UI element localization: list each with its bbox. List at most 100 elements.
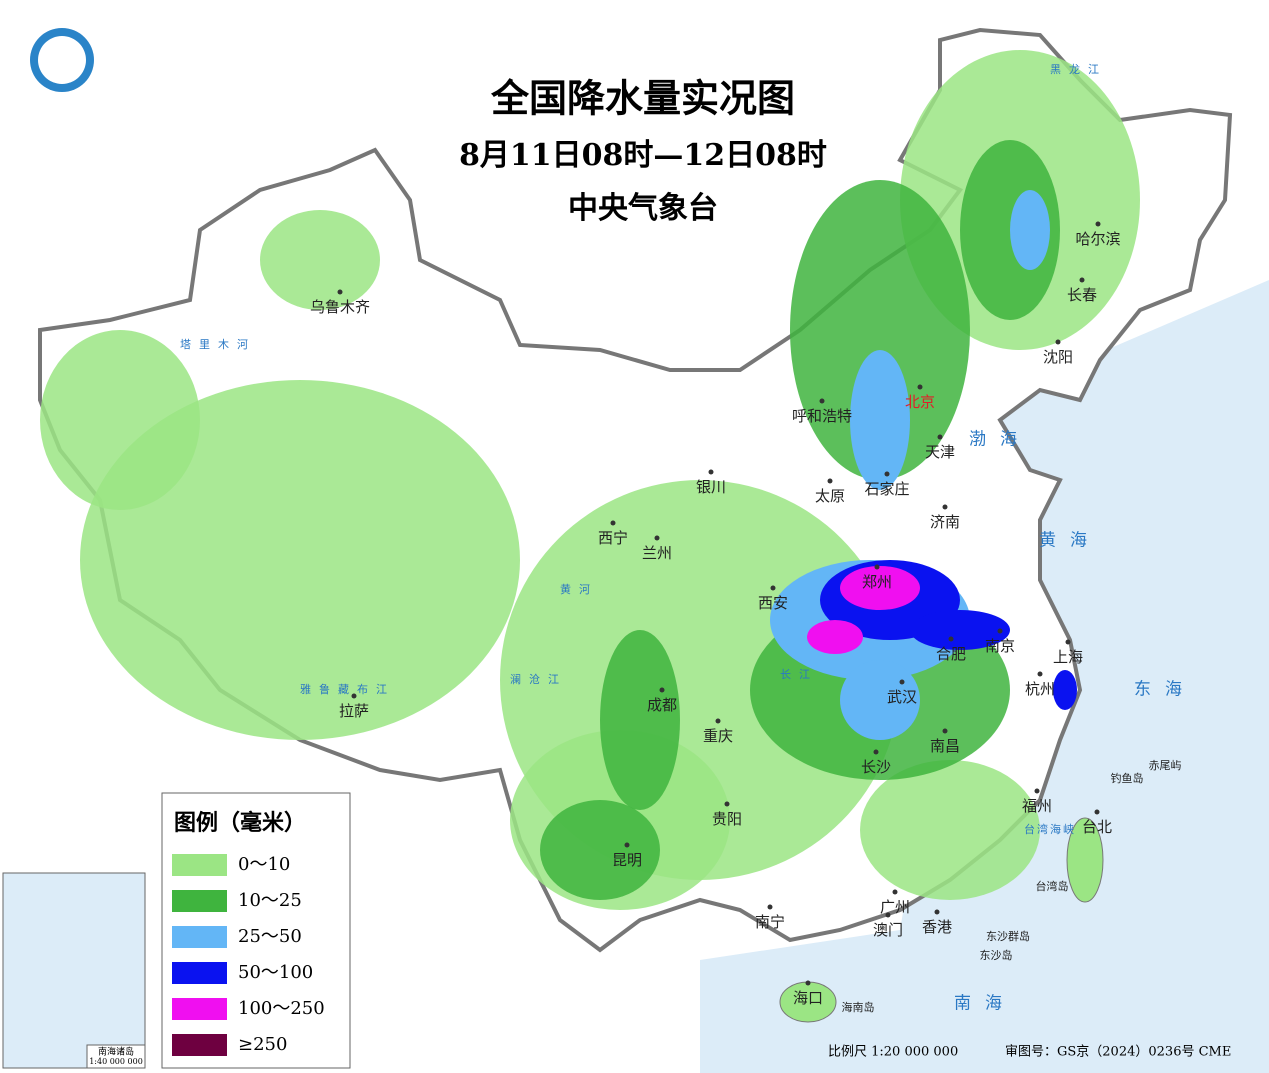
sea-label: 台湾海峡 — [1024, 822, 1076, 836]
river-label: 澜沧江 — [510, 672, 567, 686]
city-marker — [715, 718, 721, 724]
city-label: 济南 — [930, 513, 960, 531]
issuer: 中央气象台 — [568, 191, 718, 226]
legend-label: 10～25 — [238, 890, 302, 911]
city-marker — [997, 628, 1003, 634]
rain-area — [910, 610, 1010, 650]
city-label: 广州 — [880, 898, 910, 916]
city-marker — [805, 980, 811, 986]
legend-label: 50～100 — [238, 962, 313, 983]
island-label: 东沙群岛 — [986, 929, 1030, 943]
city-marker — [917, 384, 923, 390]
city-marker — [624, 842, 630, 848]
city-marker — [1034, 788, 1040, 794]
legend-label: 25～50 — [238, 926, 302, 947]
legend-label: 100～250 — [238, 998, 325, 1019]
city-marker — [874, 564, 880, 570]
city-label: 上海 — [1053, 648, 1083, 666]
island-label: 台湾岛 — [1036, 879, 1069, 893]
legend-label: ≥250 — [238, 1034, 287, 1055]
city-marker — [1065, 639, 1071, 645]
rain-area — [850, 350, 910, 490]
city-marker — [827, 478, 833, 484]
island-label: 海南岛 — [842, 1000, 875, 1014]
city-marker — [937, 434, 943, 440]
city-label: 沈阳 — [1043, 348, 1073, 366]
island-label: 钓鱼岛 — [1111, 771, 1144, 785]
river-label: 黄河 — [560, 582, 598, 596]
city-marker — [892, 889, 898, 895]
city-label: 西安 — [758, 594, 788, 612]
city-marker — [884, 471, 890, 477]
city-label: 兰州 — [642, 544, 672, 562]
city-label: 长沙 — [861, 758, 891, 776]
city-marker — [885, 912, 891, 918]
city-label: 南昌 — [930, 737, 960, 755]
legend-swatch — [172, 926, 227, 948]
sea-label: 渤海 — [969, 430, 1031, 450]
city-marker — [1055, 339, 1061, 345]
rain-area — [540, 800, 660, 900]
inset-box — [2, 872, 146, 1069]
legend-swatch — [172, 962, 227, 984]
rain-area — [840, 566, 920, 610]
city-label: 石家庄 — [864, 480, 909, 498]
city-marker — [1094, 809, 1100, 815]
legend-swatch — [172, 998, 227, 1020]
city-label: 北京 — [905, 393, 935, 411]
rain-area — [600, 630, 680, 810]
rain-area — [840, 660, 920, 740]
city-label: 西宁 — [598, 529, 628, 547]
city-marker — [1037, 671, 1043, 677]
sea-label: 南海 — [954, 994, 1016, 1014]
inset-caption-box — [86, 1044, 146, 1069]
city-label: 台北 — [1082, 818, 1112, 836]
city-marker — [942, 504, 948, 510]
city-label: 重庆 — [703, 727, 733, 745]
city-label: 福州 — [1022, 797, 1052, 815]
island-label: 东沙岛 — [980, 948, 1013, 962]
rain-area — [80, 380, 520, 740]
rain-area — [1010, 190, 1050, 270]
legend-swatch — [172, 1034, 227, 1056]
legend-swatch — [172, 854, 227, 876]
city-marker — [724, 801, 730, 807]
city-label: 太原 — [815, 487, 845, 505]
city-marker — [948, 636, 954, 642]
rain-area — [860, 760, 1040, 900]
city-marker — [873, 749, 879, 755]
taiwan — [1066, 817, 1104, 903]
city-label: 南京 — [985, 637, 1015, 655]
city-marker — [337, 289, 343, 295]
city-label: 乌鲁木齐 — [310, 298, 370, 316]
title: 全国降水量实况图 — [490, 76, 795, 121]
city-label: 香港 — [922, 918, 952, 936]
legend-title: 图例（毫米） — [174, 810, 306, 836]
inset-title: 南海诸岛 — [98, 1046, 134, 1058]
city-marker — [767, 904, 773, 910]
sea-label: 东海 — [1134, 680, 1196, 700]
river-label: 长江 — [780, 668, 818, 681]
city-marker — [708, 469, 714, 475]
footer-scale: 比例尺 1:20 000 000 — [828, 1045, 958, 1060]
city-marker — [1095, 221, 1101, 227]
river-label: 雅鲁藏布江 — [300, 682, 395, 696]
city-label: 郑州 — [862, 573, 892, 591]
river-label: 黑龙江 — [1050, 63, 1107, 76]
city-label: 成都 — [647, 696, 677, 714]
city-marker — [1079, 277, 1085, 283]
city-label: 呼和浩特 — [792, 407, 852, 425]
city-marker — [770, 585, 776, 591]
rain-area — [260, 210, 380, 310]
city-marker — [934, 909, 940, 915]
inset-scale: 1:40 000 000 — [89, 1057, 143, 1066]
city-marker — [654, 535, 660, 541]
sea-label: 黄海 — [1039, 531, 1101, 551]
precipitation — [40, 50, 1140, 910]
city-label: 银川 — [696, 478, 726, 496]
city-label: 哈尔滨 — [1075, 230, 1120, 248]
city-label: 澳门 — [873, 921, 903, 939]
rain-area — [790, 180, 970, 480]
city-label: 南宁 — [755, 913, 785, 931]
